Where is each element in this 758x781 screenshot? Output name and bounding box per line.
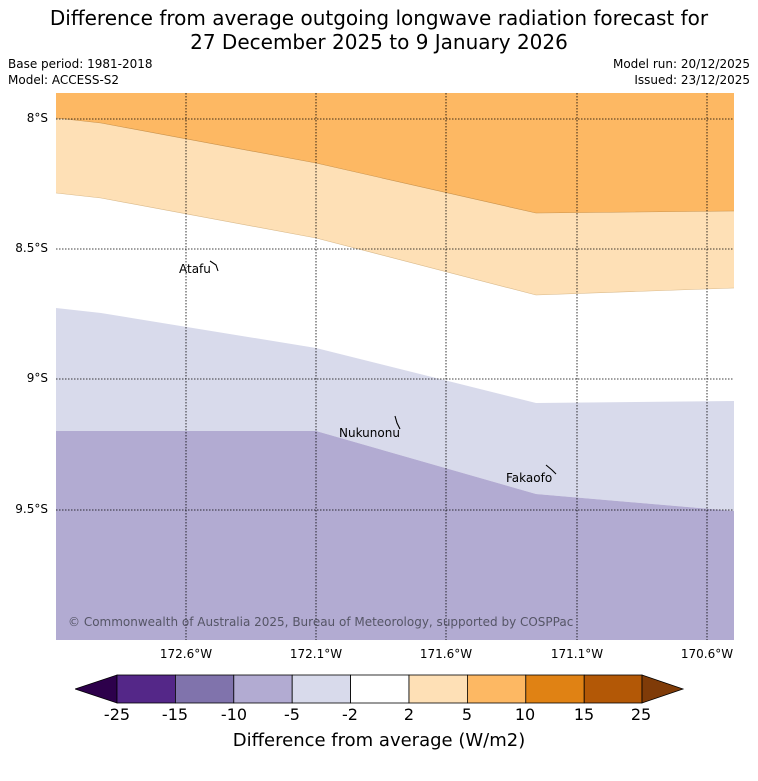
colorbar-tick-label: -5	[284, 705, 300, 724]
lon-label-172-6w: 172.6°W	[159, 647, 213, 661]
colorbar-bin	[291, 674, 351, 704]
colorbar	[75, 674, 685, 704]
colorbar-tick-label: 5	[461, 705, 473, 724]
graticule	[56, 93, 734, 640]
contour-band-minus10-to-minus5	[56, 431, 734, 640]
colorbar-bin	[233, 674, 293, 704]
colorbar-tick-label: 15	[573, 705, 595, 724]
colorbar-bin	[466, 674, 527, 704]
colorbar-bin	[408, 674, 468, 704]
fakaofo-atoll	[545, 464, 557, 475]
colorbar-bin	[350, 674, 410, 704]
colorbar-tick-label: -15	[161, 705, 189, 724]
chart-title-line-1: Difference from average outgoing longwav…	[49, 6, 709, 30]
colorbar-tick-label: 2	[403, 705, 415, 724]
nukunonu-atoll	[394, 415, 401, 430]
lat-label-9-5s: 9.5°S	[15, 502, 48, 516]
colorbar-title: Difference from average (W/m2)	[232, 730, 526, 751]
lat-label-8-5s: 8.5°S	[15, 241, 48, 255]
issued-text: Issued: 23/12/2025	[634, 73, 750, 87]
lon-label-171-1w: 171.1°W	[550, 647, 604, 661]
lon-label-171-6w: 171.6°W	[419, 647, 473, 661]
chart-title-line-2: 27 December 2025 to 9 January 2026	[190, 30, 568, 54]
base-period-text: Base period: 1981-2018	[8, 57, 153, 71]
place-label-atafu: Atafu	[179, 262, 211, 276]
lon-label-172-1w: 172.1°W	[289, 647, 343, 661]
contour-band-5-to-10	[56, 93, 734, 213]
colorbar-bin	[116, 674, 176, 704]
lat-label-9s: 9°S	[26, 371, 48, 385]
colorbar-tick-label: -2	[342, 705, 358, 724]
colorbar-extend-high	[641, 674, 685, 704]
colorbar-tick-label: -25	[103, 705, 131, 724]
model-run-text: Model run: 20/12/2025	[612, 57, 750, 71]
colorbar-bin	[175, 674, 235, 704]
contour-band-minus5-to-minus2	[56, 308, 734, 511]
contour-band-2-to-5	[56, 118, 734, 295]
colorbar-tick-label: 10	[514, 705, 536, 724]
forecast-map: Atafu Nukunonu Fakaofo © Commonwealth of…	[56, 93, 734, 640]
colorbar-tick-label: 25	[630, 705, 652, 724]
lon-label-170-6w: 170.6°W	[680, 647, 734, 661]
place-label-nukunonu: Nukunonu	[339, 426, 400, 440]
place-label-fakaofo: Fakaofo	[506, 471, 552, 485]
lat-label-8s: 8°S	[26, 111, 48, 125]
colorbar-tick-label: -10	[220, 705, 248, 724]
colorbar-extend-low	[75, 674, 118, 704]
model-text: Model: ACCESS-S2	[8, 73, 120, 87]
colorbar-bin	[583, 674, 643, 704]
copyright-notice: © Commonwealth of Australia 2025, Bureau…	[68, 615, 573, 629]
atafu-atoll	[209, 260, 219, 272]
colorbar-bin	[525, 674, 585, 704]
